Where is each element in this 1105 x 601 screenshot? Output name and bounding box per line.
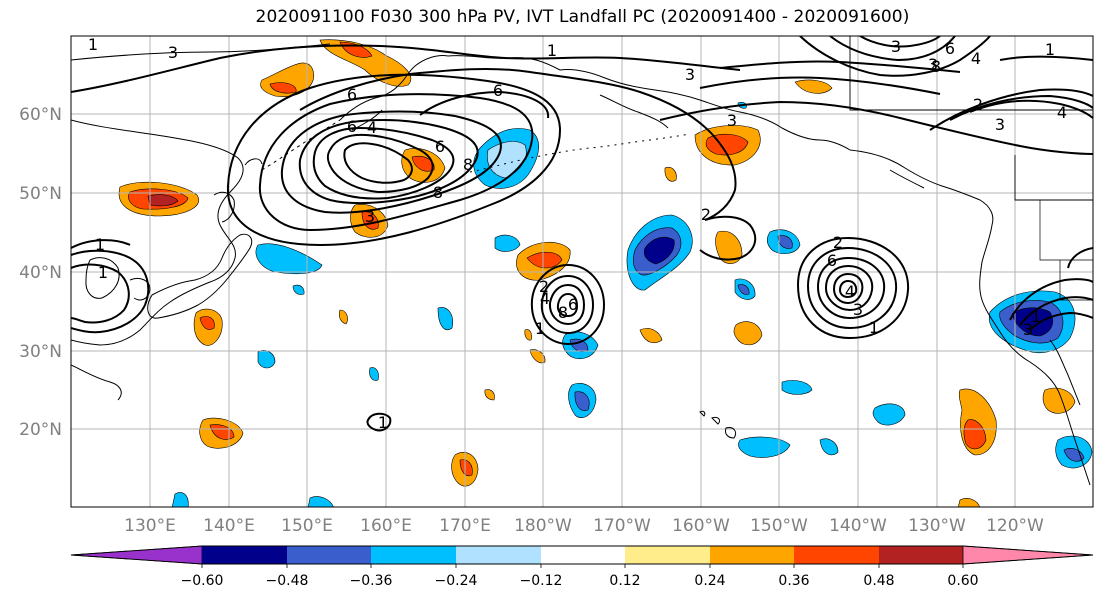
lon-label: 130°E	[124, 516, 176, 536]
colorbar-tick-label: 0.48	[863, 573, 894, 589]
colorbar-tick-labels: −0.60 −0.48 −0.36 −0.24 −0.12 0.12 0.24 0.36 0.4…	[181, 573, 979, 589]
lat-label: 20°N	[19, 420, 62, 440]
colorbar-segment	[625, 546, 710, 564]
contour-label: 8	[931, 57, 941, 76]
contour-label: 2	[701, 205, 711, 224]
lat-label: 50°N	[19, 184, 62, 204]
lon-label: 170°E	[439, 516, 491, 536]
colorbar-tick-label: 0.36	[778, 573, 809, 589]
colorbar-outline	[70, 545, 1094, 565]
map-border	[70, 35, 1094, 508]
coastlines	[71, 36, 1093, 486]
colorbar-segment	[541, 546, 625, 564]
contour-label: 4	[367, 118, 377, 137]
contour-label: 1	[88, 35, 98, 54]
contour-label: 6	[827, 251, 837, 270]
contour-label: 1	[378, 413, 388, 432]
contour-label: 1	[95, 235, 105, 254]
colorbar-segment	[794, 546, 879, 564]
map-gridlines	[71, 36, 1093, 507]
contour-label: 3	[928, 55, 938, 74]
pv-anomaly-fill	[118, 39, 1093, 507]
lat-label: 40°N	[19, 263, 62, 283]
lon-label: 140°W	[829, 516, 887, 536]
lon-label: 160°E	[360, 516, 412, 536]
contour-label: 1	[547, 41, 557, 60]
contour-label: 1	[1045, 40, 1055, 59]
colorbar-tick-label: 0.24	[694, 573, 725, 589]
lon-label: 160°W	[672, 516, 730, 536]
colorbar-segment	[710, 546, 794, 564]
colorbar-segment	[371, 546, 456, 564]
colorbar-segment	[456, 546, 541, 564]
contour-label: 3	[168, 43, 178, 62]
lat-label: 60°N	[19, 105, 62, 125]
contour-label: 1	[1031, 307, 1041, 326]
colorbar-segment	[202, 546, 287, 564]
contour-label: 6	[945, 39, 955, 58]
contour-label: 1	[535, 319, 545, 338]
contour-label: 3	[891, 37, 901, 56]
colorbar-tick-label: −0.60	[181, 573, 224, 589]
colorbar-segment	[287, 546, 371, 564]
contour-label: 1	[869, 318, 879, 337]
lon-label: 140°E	[203, 516, 255, 536]
lon-label: 150°W	[750, 516, 808, 536]
lat-label: 30°N	[19, 342, 62, 362]
contour-label: 3	[1023, 320, 1033, 339]
latitude-labels: 60°N 50°N 40°N 30°N 20°N	[19, 105, 62, 440]
contour-label: 2	[833, 233, 843, 252]
colorbar	[70, 545, 1094, 568]
lon-label: 170°W	[593, 516, 651, 536]
contour-label: 3	[995, 115, 1005, 134]
contour-label: 3	[685, 65, 695, 84]
longitude-labels: 130°E 140°E 150°E 160°E 170°E 180°W 170°W 160°W…	[124, 516, 1044, 536]
contour-label: 3	[727, 111, 737, 130]
contour-label: 2	[973, 95, 983, 114]
colorbar-segment	[879, 546, 963, 564]
lon-label: 130°W	[908, 516, 966, 536]
contour-label: 6	[347, 117, 357, 136]
colorbar-max-arrow	[962, 545, 1094, 565]
contour-label: 4	[540, 289, 550, 308]
contour-label: 4	[845, 282, 855, 301]
contour-label: 8	[433, 183, 443, 202]
colorbar-tick-label: −0.12	[520, 573, 563, 589]
lon-label: 120°W	[986, 516, 1044, 536]
contour-label: 6	[493, 81, 503, 100]
contour-label: 6	[435, 137, 445, 156]
ivt-contours	[71, 36, 1093, 432]
contour-label: 4	[971, 49, 981, 68]
contour-label: 6	[568, 295, 578, 314]
contour-label: 8	[558, 303, 568, 322]
contour-label: 3	[853, 300, 863, 319]
colorbar-tick-label: −0.24	[435, 573, 478, 589]
contour-label: 2	[539, 277, 549, 296]
lon-label: 180°W	[514, 516, 572, 536]
contour-label: 4	[1057, 103, 1067, 122]
colorbar-tick-label: 0.60	[947, 573, 978, 589]
contour-label: 6	[347, 85, 357, 104]
colorbar-tick-label: 0.12	[609, 573, 640, 589]
lon-label: 150°E	[281, 516, 333, 536]
contour-label: 3	[365, 207, 375, 226]
contour-label: 8	[463, 155, 473, 174]
colorbar-tick-label: −0.48	[266, 573, 309, 589]
figure-title: 2020091100 F030 300 hPa PV, IVT Landfall…	[255, 7, 910, 27]
colorbar-tick-label: −0.36	[350, 573, 393, 589]
contour-label: 1	[98, 263, 108, 282]
colorbar-min-arrow	[70, 545, 203, 565]
